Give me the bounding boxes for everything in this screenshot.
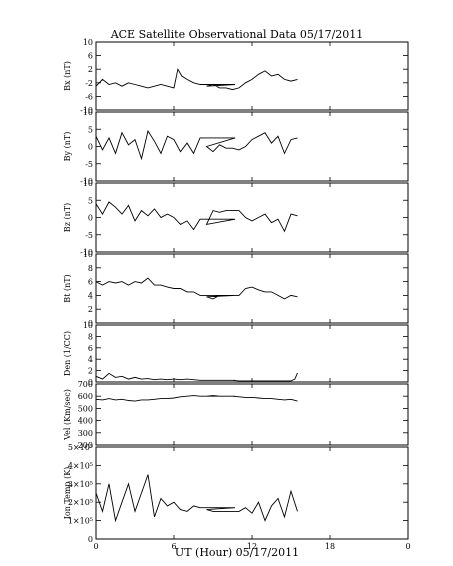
y-tick-label: 10	[83, 108, 93, 117]
series-line	[95, 129, 298, 161]
series-line	[95, 67, 298, 91]
y-tick-label: 0	[88, 319, 93, 328]
chart-title: ACE Satellite Observational Data 05/17/2…	[110, 28, 364, 41]
y-tick-label: 5×10⁵	[68, 443, 93, 452]
y-tick-label: -10	[80, 106, 93, 115]
y-tick-label: 6	[88, 52, 93, 61]
y-tick-label: 1×10⁵	[68, 517, 93, 526]
y-tick-label: 200	[78, 441, 93, 450]
y-axis-label: Ion Temp (K)	[63, 467, 72, 520]
y-tick-label: 500	[78, 404, 93, 413]
series-line	[95, 395, 298, 402]
y-tick-label: -10	[80, 177, 93, 186]
y-tick-label: 2	[88, 367, 93, 376]
y-tick-label: -10	[80, 248, 93, 257]
y-tick-label: 10	[83, 321, 93, 330]
y-tick-label: 2	[88, 65, 93, 74]
panel-frame	[95, 324, 409, 383]
panel-ion-temp: 5×10⁵ 4×10⁵ 3×10⁵ 2×10⁵ 1×10⁵ 0 Ion Temp (K)	[63, 443, 409, 544]
x-tick-label: 12	[247, 542, 257, 551]
panels: 10 6 2 -2 -6 -10 Bx (nT) 10 5 0 -5 -10 By (nT) 10 5 0 -5…	[63, 38, 411, 551]
panel-vel: 700 600 500 400 300 200 Vel (Km/sec)	[63, 380, 409, 450]
panel-frame	[95, 111, 409, 182]
y-axis-label: Bx (nT)	[63, 61, 72, 91]
y-tick-label: 600	[78, 392, 93, 401]
y-tick-label: 0	[88, 535, 93, 544]
panel-by: 10 5 0 -5 -10 By (nT)	[63, 108, 409, 186]
x-tick-label: 0	[93, 542, 98, 551]
y-tick-label: 4×10⁵	[68, 461, 93, 470]
y-axis-label: Bz (nT)	[63, 203, 72, 232]
panel-den: 10 8 6 4 2 0 Den (1/CC)	[63, 321, 409, 387]
y-axis-label: Den (1/CC)	[63, 331, 72, 376]
y-axis-label: Vel (Km/sec)	[63, 389, 72, 441]
y-tick-label: 5	[88, 125, 93, 134]
y-tick-label: 6	[88, 278, 93, 287]
y-tick-label: 400	[78, 417, 93, 426]
x-tick-label: 6	[171, 542, 176, 551]
y-tick-label: 300	[78, 429, 93, 438]
panel-bx: 10 6 2 -2 -6 -10 Bx (nT)	[63, 38, 409, 115]
series-line	[95, 474, 298, 523]
x-axis-title: UT (Hour) 05/17/2011	[175, 546, 299, 559]
y-axis-label: By (nT)	[63, 132, 72, 162]
y-tick-label: 3×10⁵	[68, 480, 93, 489]
y-tick-label: 4	[88, 291, 93, 300]
panel-frame	[95, 383, 409, 446]
y-tick-label: 0	[88, 378, 93, 387]
series-line	[95, 201, 298, 233]
y-tick-label: -6	[85, 92, 93, 101]
y-tick-label: -5	[85, 160, 93, 169]
y-axis-label: Bt (nT)	[63, 274, 72, 302]
series-line	[95, 277, 298, 300]
series-line	[95, 372, 298, 382]
panel-bz: 10 5 0 -5 -10 Bz (nT)	[63, 179, 409, 257]
y-tick-label: -5	[85, 231, 93, 240]
panel-frame	[95, 182, 409, 253]
y-tick-label: 0	[88, 214, 93, 223]
y-tick-label: 2	[88, 305, 93, 314]
x-tick-label: 0	[405, 542, 410, 551]
y-tick-label: 0	[88, 143, 93, 152]
panel-frame	[95, 41, 409, 111]
y-tick-label: 8	[88, 264, 93, 273]
y-tick-label: 700	[78, 380, 93, 389]
y-tick-label: 4	[88, 355, 93, 364]
y-tick-label: 8	[88, 332, 93, 341]
panel-frame	[95, 253, 409, 324]
y-tick-label: -2	[85, 79, 93, 88]
panel-frame	[95, 446, 409, 540]
y-tick-label: 10	[83, 250, 93, 259]
y-tick-label: 5	[88, 196, 93, 205]
y-tick-label: 10	[83, 38, 93, 47]
x-tick-label: 18	[325, 542, 335, 551]
panel-bt: 10 8 6 4 2 0 Bt (nT)	[63, 250, 409, 328]
y-tick-label: 10	[83, 179, 93, 188]
y-tick-label: 2×10⁵	[68, 498, 93, 507]
y-tick-label: 6	[88, 344, 93, 353]
